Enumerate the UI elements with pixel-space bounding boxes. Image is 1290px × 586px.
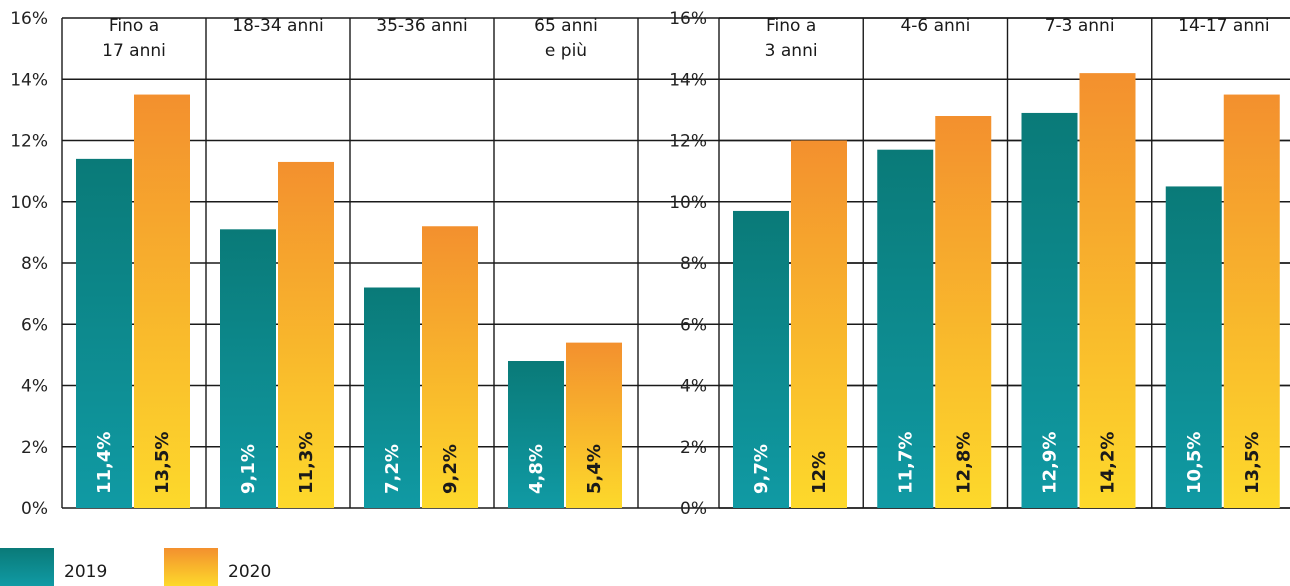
data-label: 9,1% [238,444,259,494]
bar-2019 [733,210,789,508]
bar-2020 [791,140,847,508]
y-tick-label: 0% [680,499,707,519]
y-tick-label: 16% [669,9,707,29]
data-label: 9,7% [751,444,772,494]
y-tick-label: 12% [669,132,707,152]
bar-2019 [220,229,276,508]
category-label: 18-34 anni [232,16,324,36]
y-tick-label: 0% [21,499,48,519]
legend-label: 2019 [64,562,107,582]
legend-swatch-2020 [164,548,218,586]
data-label: 12% [809,451,830,494]
bar-2019 [1021,112,1078,508]
y-tick-label: 16% [10,9,48,29]
y-tick-label: 8% [680,254,707,274]
category-label: 7-3 anni [1045,16,1115,36]
category-label: 35-36 anni [376,16,468,36]
bar-2020 [566,342,622,508]
y-tick-label: 8% [21,254,48,274]
y-tick-label: 4% [21,377,48,397]
data-label: 9,2% [440,444,461,494]
y-tick-label: 10% [10,193,48,213]
category-label: Fino a 17 anni [102,16,166,61]
bar-2019 [76,158,132,508]
data-label: 11,3% [296,432,317,494]
bar-2020 [935,116,992,508]
data-label: 10,5% [1184,432,1205,494]
y-tick-label: 2% [21,438,48,458]
data-label: 14,2% [1098,432,1119,494]
data-label: 7,2% [382,444,403,494]
bar-2020 [1079,73,1136,508]
data-label: 13,5% [152,432,173,494]
bar-2020 [422,226,478,508]
legend-label: 2020 [228,562,271,582]
data-label: 12,8% [953,432,974,494]
bar-2019 [1165,186,1222,508]
category-label: 14-17 anni [1178,16,1270,36]
bar-2020 [278,161,334,508]
data-label: 5,4% [584,444,605,494]
legend-swatch-2019 [0,548,54,586]
data-label: 11,4% [94,432,115,494]
y-tick-label: 12% [10,132,48,152]
bar-2020 [134,94,190,508]
bar-2019 [877,149,934,508]
data-label: 4,8% [526,444,547,494]
y-tick-label: 4% [680,377,707,397]
chart-panel-1: 0% 2% 4% 6% 8% 10% 12% 14% 16% Fino a 17 anni 11,4%… [10,9,1290,519]
legend: 2019 2020 [0,548,271,586]
y-tick-label: 6% [21,315,48,335]
y-tick-label: 6% [680,315,707,335]
data-label: 11,7% [895,432,916,494]
category-label: 4-6 anni [900,16,970,36]
y-tick-label: 2% [680,438,707,458]
data-label: 13,5% [1242,432,1263,494]
bar-2019 [364,287,420,508]
data-label: 12,9% [1040,432,1061,494]
bar-2019 [508,361,564,508]
category-label: 65 anni e più [534,16,598,61]
bar-2020 [1223,94,1280,508]
y-tick-label: 10% [669,193,707,213]
y-tick-label: 14% [10,70,48,90]
y-tick-label: 14% [669,70,707,90]
